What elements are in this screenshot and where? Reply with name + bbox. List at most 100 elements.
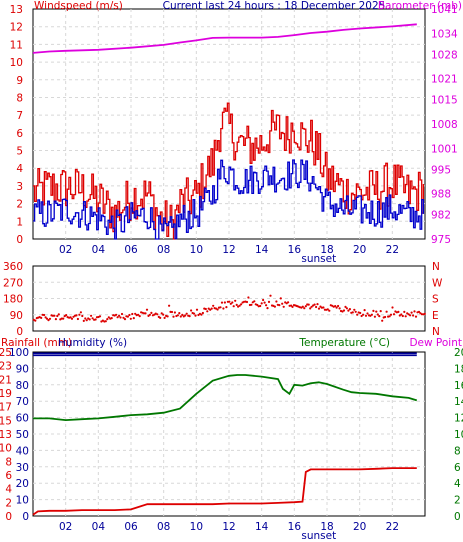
humidity-tick-label: 90 bbox=[16, 363, 29, 375]
sunset-label: sunset bbox=[301, 530, 336, 542]
wind-direction-point bbox=[75, 314, 78, 317]
wind-direction-point bbox=[313, 303, 316, 306]
wind-direction-point bbox=[344, 305, 347, 308]
wind-direction-point bbox=[363, 309, 366, 312]
hour-tick-label: 16 bbox=[288, 244, 302, 256]
rainfall-tick-label: 19 bbox=[0, 388, 12, 400]
temperature-axis-ticks: 0 2 4 6 8 10 12 14 16 18 20 bbox=[454, 347, 463, 523]
wind-direction-point bbox=[372, 309, 375, 312]
hour-tick-label: 10 bbox=[190, 244, 203, 256]
humidity-tick-label: 80 bbox=[16, 380, 29, 392]
wind-direction-point bbox=[345, 307, 348, 310]
hour-tick-label: 04 bbox=[92, 244, 106, 256]
hour-tick-label: 22 bbox=[386, 244, 399, 256]
wind-direction-point bbox=[184, 314, 187, 317]
humidity-tick-label: 50 bbox=[16, 429, 29, 441]
rainfall-tick-label: 4 bbox=[5, 484, 12, 496]
wind-direction-point bbox=[359, 311, 362, 315]
dew-point-label: Dew Point bbox=[409, 337, 462, 349]
wind-direction-point bbox=[145, 308, 149, 311]
wind-direction-point bbox=[423, 312, 426, 315]
chart-header-title: Current last 24 hours : 18 December 2025 bbox=[163, 0, 386, 12]
wind-direction-point bbox=[322, 306, 325, 309]
wind-direction-point bbox=[245, 300, 249, 304]
wind-direction-point bbox=[392, 313, 396, 316]
wind-direction-point bbox=[291, 305, 294, 308]
wind-direction-point bbox=[137, 313, 140, 316]
direction-degree-label: 0 bbox=[16, 326, 23, 338]
hour-tick-label: 08 bbox=[157, 244, 170, 256]
wind-direction-point bbox=[144, 312, 147, 315]
wind-direction-point bbox=[65, 314, 68, 317]
barometer-tick-label: 1001 bbox=[431, 143, 458, 155]
wind-direction-point bbox=[216, 308, 219, 311]
direction-plot-frame bbox=[32, 265, 426, 332]
wind-direction-point bbox=[317, 307, 321, 310]
temperature-tick-label: 16 bbox=[454, 380, 463, 392]
wind-direction-point bbox=[210, 307, 213, 310]
wind-direction-point bbox=[104, 320, 107, 323]
wind-direction-point bbox=[328, 309, 331, 312]
windspeed-tick-label: 8 bbox=[16, 92, 23, 104]
wind-direction-point bbox=[378, 315, 381, 318]
wind-direction-point bbox=[275, 300, 278, 303]
direction-compass-label: S bbox=[432, 294, 439, 306]
wind-direction-point bbox=[410, 311, 413, 314]
direction-plot-series bbox=[32, 294, 426, 323]
hour-tick-label: 22 bbox=[386, 521, 399, 533]
wind-direction-point bbox=[163, 316, 166, 319]
wind-direction-point bbox=[129, 317, 132, 320]
hour-tick-label: 14 bbox=[255, 521, 269, 533]
windspeed-tick-label: 1 bbox=[16, 216, 23, 228]
wind-direction-point bbox=[53, 314, 56, 317]
hour-tick-label: 14 bbox=[255, 244, 269, 256]
wind-direction-point bbox=[150, 311, 153, 314]
wind-direction-point bbox=[287, 301, 290, 304]
humidity-tick-label: 0 bbox=[22, 511, 29, 523]
wind-direction-point bbox=[228, 300, 231, 303]
windspeed-tick-label: 2 bbox=[16, 199, 23, 211]
wind-direction-point bbox=[57, 313, 60, 316]
temperature-tick-label: 10 bbox=[454, 429, 463, 441]
wind-direction-point bbox=[200, 313, 203, 316]
wind-direction-point bbox=[159, 316, 162, 319]
wind-direction-point bbox=[279, 297, 282, 300]
barometer-tick-label: 1041 bbox=[431, 4, 458, 16]
direction-degree-label: 90 bbox=[10, 310, 23, 322]
rainfall-tick-label: 8 bbox=[5, 456, 12, 468]
wind-direction-point bbox=[195, 308, 199, 311]
wind-direction-point bbox=[260, 302, 263, 305]
wind-direction-point bbox=[207, 307, 210, 310]
barometer-tick-label: 975 bbox=[431, 234, 451, 246]
wind-direction-point bbox=[397, 310, 400, 313]
wind-direction-point bbox=[170, 310, 174, 314]
rainfall-tick-label: 25 bbox=[0, 347, 12, 359]
wind-direction-point bbox=[342, 309, 346, 312]
hour-tick-label: 06 bbox=[124, 521, 138, 533]
barometer-tick-label: 1008 bbox=[431, 119, 458, 131]
wind-direction-point bbox=[219, 306, 222, 309]
temperature-axis-label: Temperature (°C) bbox=[298, 337, 390, 349]
wind-direction-point bbox=[316, 303, 319, 306]
wind-direction-point bbox=[412, 314, 415, 317]
direction-degree-label: 180 bbox=[3, 294, 23, 306]
wind-direction-point bbox=[131, 312, 134, 316]
barometer-axis-label: Barometer (mb) bbox=[378, 0, 462, 12]
wind-direction-point bbox=[190, 309, 193, 312]
barometer-tick-label: 1028 bbox=[431, 49, 458, 61]
wind-direction-point bbox=[106, 318, 109, 321]
temperature-hour-ticks: 02 04 06 08 10 12 14 16 18 20 22 bbox=[59, 521, 399, 533]
hour-tick-label: 16 bbox=[288, 521, 302, 533]
rainfall-tick-label: 6 bbox=[5, 470, 12, 482]
barometer-series bbox=[32, 23, 417, 54]
direction-degree-ticks: 0 90 180 270 360 bbox=[3, 261, 23, 338]
wind-direction-point bbox=[379, 310, 382, 313]
wind-direction-point bbox=[123, 318, 127, 321]
wind-direction-point bbox=[120, 312, 124, 316]
wind-direction-point bbox=[212, 304, 215, 307]
humidity-tick-label: 100 bbox=[9, 347, 29, 359]
